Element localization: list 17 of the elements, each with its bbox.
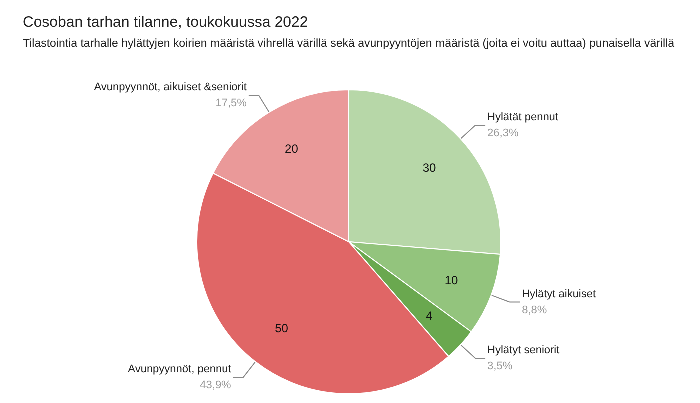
text: 26,3%: [488, 128, 519, 140]
data-label: 20: [285, 142, 299, 156]
text: 8,8%: [522, 304, 548, 316]
data-label: 4: [426, 309, 434, 324]
data-label: 10: [444, 273, 458, 288]
slice-label: Hylätyt seniorit: [488, 344, 560, 356]
data-label: 50: [275, 321, 289, 336]
slice-label: Avunpyynnöt, pennut: [128, 364, 232, 376]
text: 43,9%: [200, 380, 232, 392]
slice-label: Hylätyt aikuiset: [522, 288, 596, 300]
slice-label: Avunpyynnöt, aikuiset &seniorit: [94, 81, 247, 94]
data-label: 30: [422, 160, 437, 175]
chart-subtitle: Tilastointia tarhalle hylättyjen koirien määristä vihrellä värillä sekä avunpyyntöjen määristä (joita ei voitu auttaa) punaisella värillä: [23, 38, 676, 50]
text: 17,5%: [216, 97, 248, 110]
slice-label: Hylätät pennut: [488, 112, 558, 124]
text: 3,5%: [488, 360, 513, 372]
chart-title: Cosoban tarhan tilanne, toukokuussa 2022: [23, 14, 308, 31]
